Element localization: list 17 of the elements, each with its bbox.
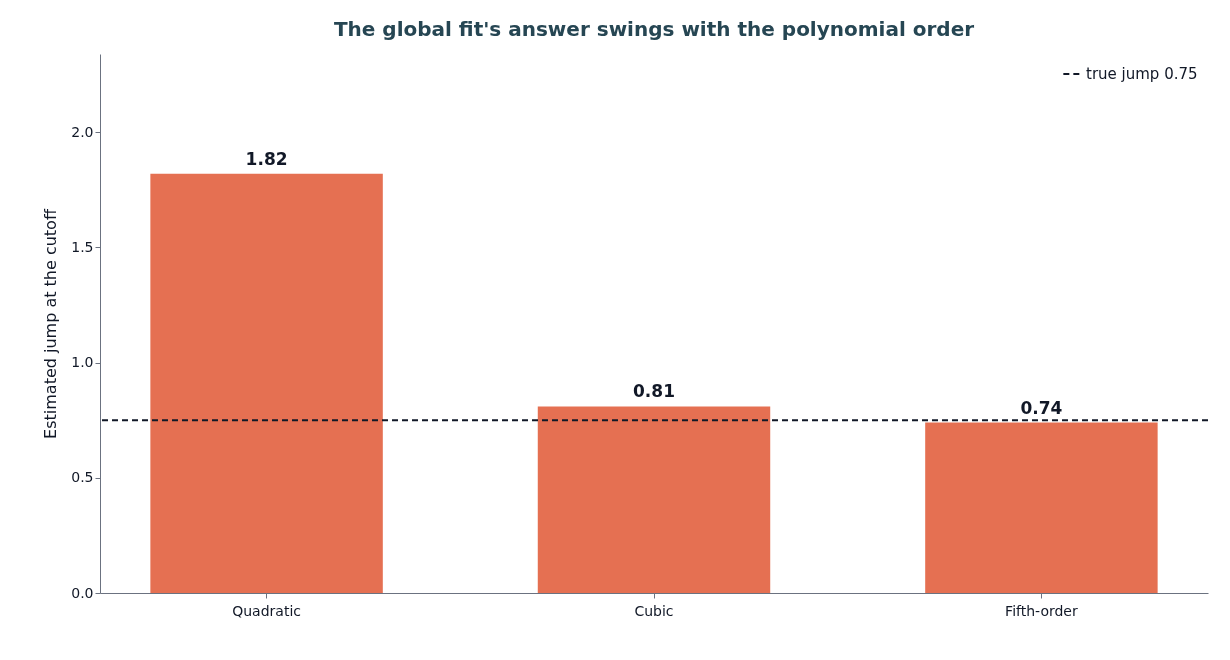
bar [150, 173, 383, 593]
data-label: 0.74 [1020, 397, 1063, 418]
x-tick-label: Fifth-order [1005, 602, 1078, 619]
x-tick-label: Quadratic [232, 602, 301, 619]
legend-label: true jump 0.75 [1086, 65, 1198, 83]
y-tick-label: 1.5 [71, 238, 94, 255]
y-tick-label: 0.5 [71, 469, 94, 486]
bar [925, 422, 1158, 593]
y-tick-label: 0.0 [71, 584, 94, 601]
y-tick-label: 1.0 [71, 354, 94, 371]
x-tick-label: Cubic [634, 602, 674, 619]
y-axis-title: Estimated jump at the cutoff [41, 208, 61, 439]
data-label: 0.81 [633, 381, 675, 402]
bar [537, 406, 771, 593]
data-label: 1.82 [245, 148, 288, 169]
chart-title: The global fit's answer swings with the polynomial order [333, 17, 975, 41]
y-tick-label: 2.0 [71, 123, 94, 140]
